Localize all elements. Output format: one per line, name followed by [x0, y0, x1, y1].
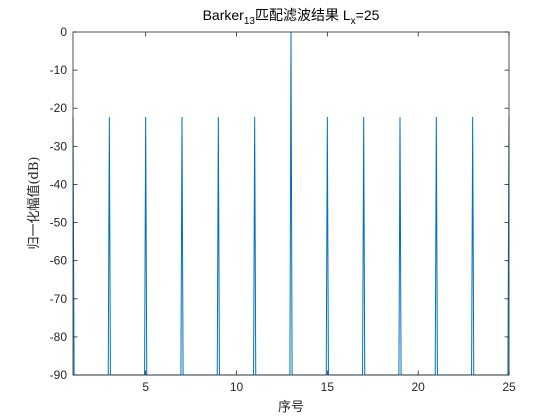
y-tick-label: -20 — [50, 101, 68, 115]
x-tick-label: 15 — [321, 380, 335, 394]
chart-title: Barker13匹配滤波结果 Lx=25 — [203, 7, 380, 27]
y-tick-label: -70 — [50, 292, 68, 306]
x-tick-label: 20 — [411, 380, 425, 394]
y-tick-label: -10 — [50, 63, 68, 77]
y-tick-label: 0 — [60, 25, 67, 39]
y-tick-label: -80 — [50, 330, 68, 344]
y-tick-label: -60 — [50, 254, 68, 268]
x-tick-label: 10 — [230, 380, 244, 394]
x-tick-label: 25 — [502, 380, 516, 394]
y-tick-label: -90 — [50, 368, 68, 382]
x-axis-label: 序号 — [278, 400, 304, 415]
y-tick-label: -30 — [50, 139, 68, 153]
y-tick-label: -50 — [50, 216, 68, 230]
y-axis-label: 归一化幅值(dB) — [26, 156, 42, 249]
x-tick-label: 5 — [142, 380, 149, 394]
y-tick-label: -40 — [50, 177, 68, 191]
title-subscript: 13 — [244, 16, 256, 27]
